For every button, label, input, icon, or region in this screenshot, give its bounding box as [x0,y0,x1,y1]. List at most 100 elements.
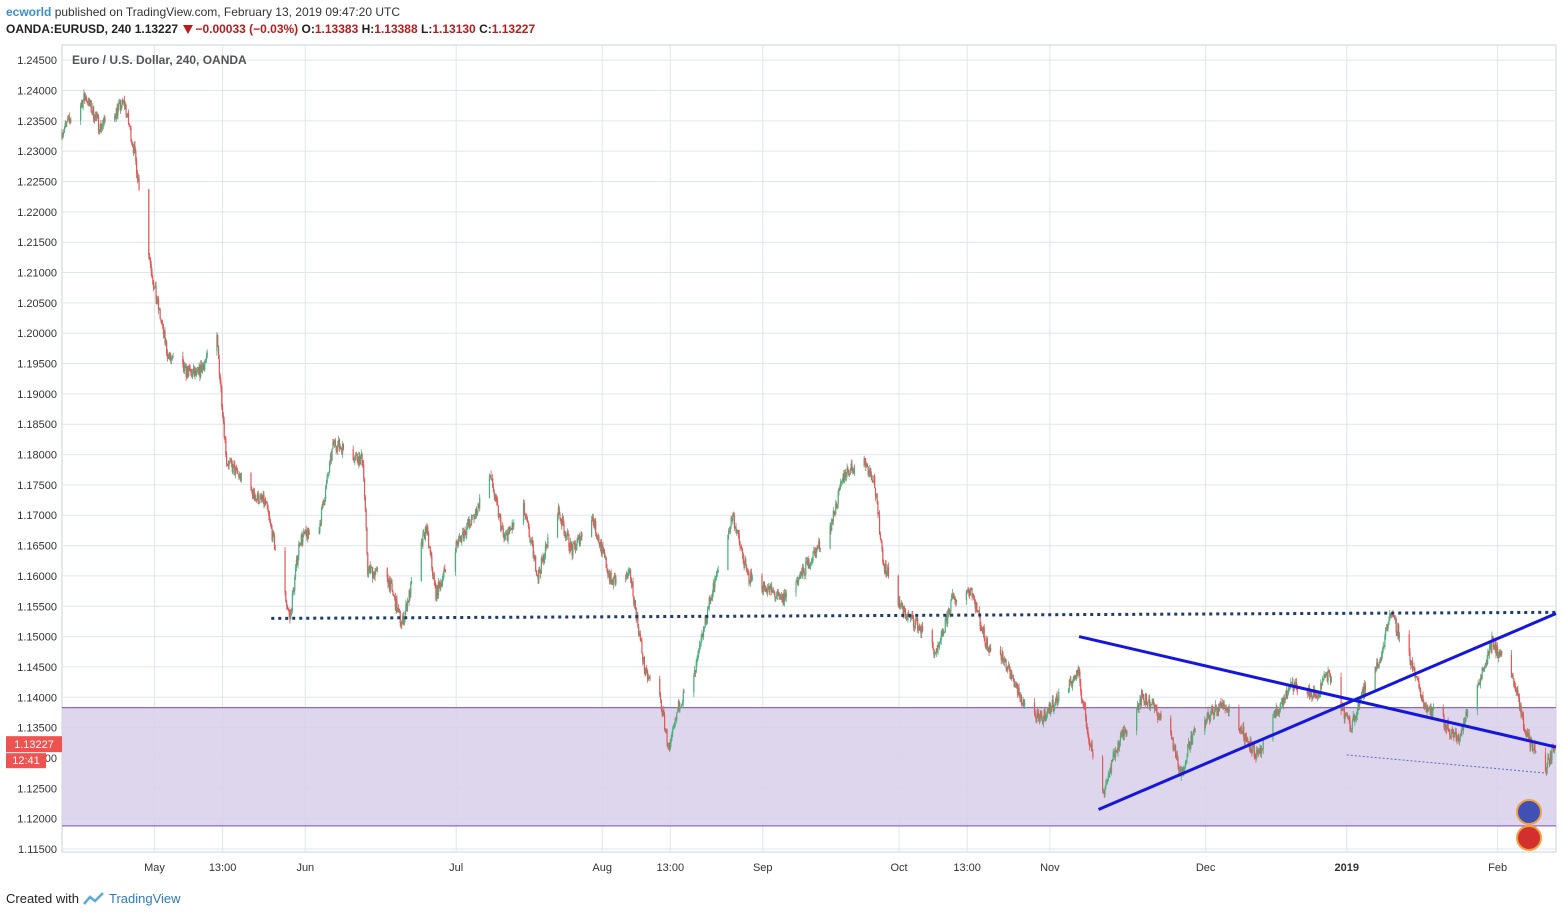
candle-body [734,526,736,529]
candle-body [1491,636,1493,652]
candle-body [1551,746,1553,760]
candle-body [433,574,435,581]
tradingview-brand[interactable]: TradingView [108,891,181,906]
candle-body [389,580,391,591]
y-tick-label: 1.12000 [17,814,57,826]
candle-body [170,358,173,361]
candle-body [1482,668,1484,671]
candle-body [955,600,957,602]
candle-body [1451,728,1453,733]
candle-body [556,515,559,538]
candle-body [204,362,206,370]
candle-body [560,518,562,521]
candle-body [679,707,681,710]
candle-body [1120,732,1122,736]
candle-body [162,324,164,335]
candle-body [206,351,208,358]
candle-body [882,548,884,563]
candle-body [1323,673,1325,679]
candle-body [67,116,70,120]
candle-body [190,371,192,373]
candle-body [261,498,263,501]
candle-body [977,611,979,612]
candle-body [773,591,775,594]
y-tick-label: 1.17000 [17,510,57,522]
candle-body [1069,680,1071,684]
y-tick-label: 1.24000 [17,86,57,98]
candle-body [805,560,808,562]
candle-body [504,535,506,539]
y-tick-label: 1.15000 [17,632,57,644]
candle-body [1013,678,1015,688]
candle-body [1245,733,1247,740]
candle-body [699,643,701,646]
candle-body [1388,620,1390,625]
candle-body [494,496,496,500]
candle-body [202,365,204,367]
candle-body [1105,784,1107,788]
candle-body [66,122,68,123]
candle-body [1278,710,1280,715]
candle-body [812,552,814,561]
candle-body [966,589,968,592]
candle-body [329,461,331,472]
candle-body [968,593,971,596]
candle-body [161,321,163,323]
author-link[interactable]: ecworld [6,5,52,19]
candle-body [299,544,302,546]
candle-body [1216,709,1218,716]
candle-body [952,593,954,599]
y-tick-label: 1.12500 [17,783,57,795]
candle-body [138,177,140,190]
candle-body [1044,710,1046,721]
candle-body [632,582,634,596]
candle-body [1496,646,1498,655]
candle-body [1314,692,1316,697]
candle-body [646,670,649,680]
candle-body [1318,694,1320,698]
candle-body [1312,697,1314,699]
candle-body [568,534,570,548]
candle-body [269,515,271,520]
candle-body [1079,671,1081,683]
candle-body [1317,694,1319,697]
candle-body [256,498,258,500]
candle-body [221,406,224,417]
candle-body [1256,749,1259,753]
candle-body [297,555,299,566]
candle-body [602,545,604,550]
candle-body [567,531,569,535]
candle-body [1380,659,1382,661]
last-price-tag-label: 1.13227 [14,739,54,751]
candle-body [1308,687,1311,698]
candle-body [1288,687,1290,689]
candle-body [1137,705,1139,711]
candle-body [665,729,667,731]
candle-body [263,494,265,505]
candle-body [1255,756,1257,759]
candle-body [498,514,500,517]
candle-body [1187,742,1190,745]
candle-body [1315,696,1317,698]
x-tick-label: May [144,862,165,874]
candle-body [1147,702,1149,706]
candle-body [298,543,300,556]
candle-body [152,278,154,285]
candle-body [1361,691,1363,697]
candle-body [1344,713,1346,720]
candle-body [559,514,561,519]
candle-body [134,145,136,151]
candle-body [1384,635,1386,647]
candle-body [1275,707,1277,717]
candle-body [97,115,99,117]
candle-body [1272,717,1274,740]
candle-body [157,299,159,303]
candle-body [477,503,479,512]
candle-body [735,526,737,533]
candle-body [871,479,873,482]
candle-body [1458,739,1461,741]
candle-body [1189,745,1191,749]
candle-body [1125,731,1127,735]
candle-body [1144,694,1147,705]
